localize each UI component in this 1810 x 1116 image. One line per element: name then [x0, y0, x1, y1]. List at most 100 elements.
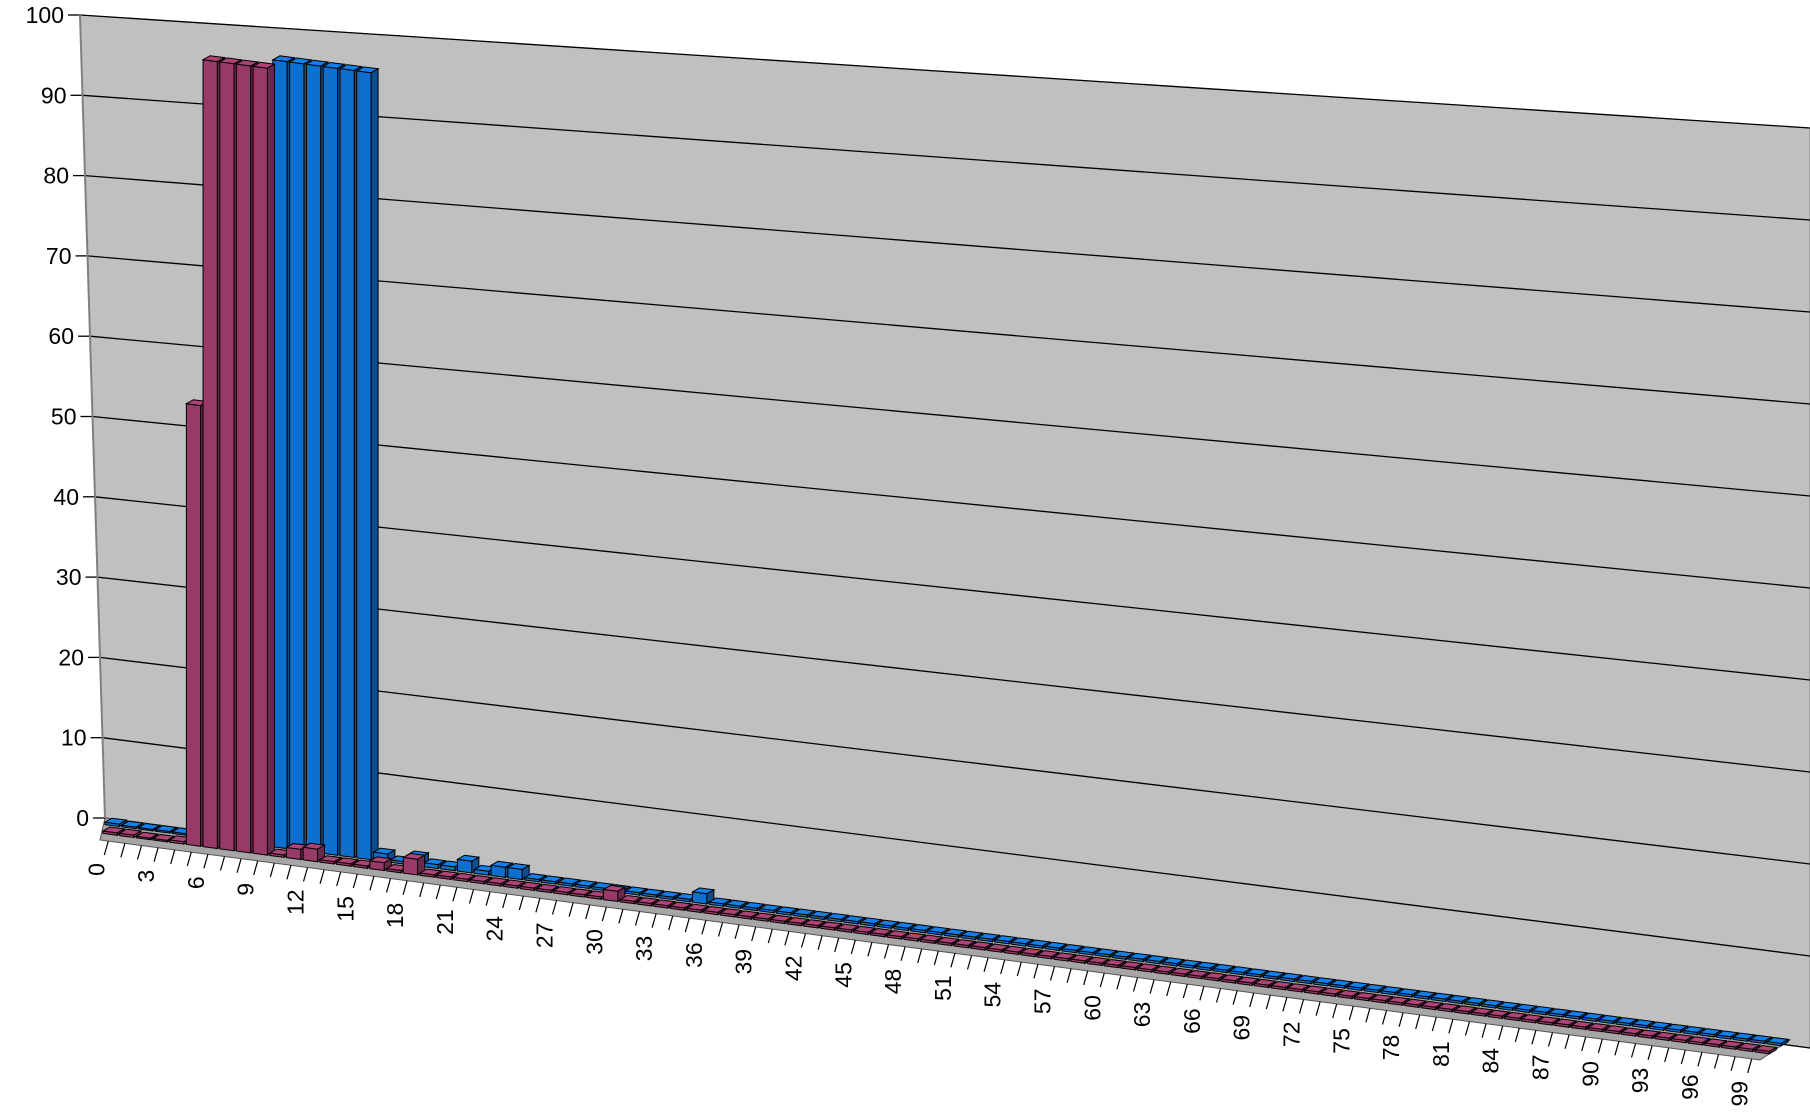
x-tick-mark	[387, 879, 391, 893]
x-tick-mark	[1316, 1002, 1320, 1016]
x-tick-mark	[636, 912, 640, 926]
x-tick-mark	[1681, 1050, 1685, 1064]
x-tick-mark	[984, 958, 988, 972]
x-tick-label: 45	[830, 962, 856, 988]
x-tick-mark	[1648, 1046, 1652, 1060]
x-tick-mark	[1266, 995, 1270, 1009]
x-tick-mark	[1134, 978, 1138, 992]
x-tick-label: 12	[283, 890, 309, 916]
x-tick-label: 30	[581, 929, 607, 955]
x-tick-label: 96	[1677, 1074, 1703, 1100]
x-tick-mark	[619, 909, 623, 923]
x-tick-label: 66	[1179, 1008, 1205, 1034]
x-tick-mark	[1250, 993, 1254, 1007]
y-tick-label: 80	[43, 163, 69, 189]
x-tick-mark	[1034, 964, 1038, 978]
x-tick-label: 75	[1328, 1028, 1354, 1054]
x-tick-mark	[752, 927, 756, 941]
x-tick-label: 42	[781, 956, 807, 982]
x-tick-label: 48	[880, 969, 906, 995]
x-tick-mark	[1051, 967, 1055, 981]
x-tick-label: 90	[1577, 1061, 1603, 1087]
y-tick-label: 50	[51, 404, 77, 430]
x-tick-mark	[304, 868, 308, 882]
x-tick-label: 51	[930, 975, 956, 1001]
x-tick-label: 72	[1279, 1022, 1305, 1048]
y-tick-label: 10	[61, 725, 87, 751]
x-tick-mark	[104, 841, 108, 855]
x-tick-label: 78	[1378, 1035, 1404, 1061]
x-tick-label: 21	[432, 909, 458, 935]
x-tick-mark	[221, 857, 225, 871]
bar	[186, 404, 200, 847]
x-tick-mark	[918, 949, 922, 963]
y-tick-label: 90	[41, 82, 67, 108]
x-tick-mark	[1183, 984, 1187, 998]
bar	[236, 64, 250, 853]
x-tick-mark	[1300, 1000, 1304, 1014]
x-tick-label: 57	[1030, 989, 1056, 1015]
x-tick-mark	[121, 843, 125, 857]
x-tick-mark	[187, 852, 191, 866]
x-tick-label: 93	[1627, 1068, 1653, 1094]
bar-side	[371, 69, 378, 860]
x-tick-mark	[885, 945, 889, 959]
x-tick-label: 27	[532, 923, 558, 949]
x-tick-mark	[503, 894, 507, 908]
x-tick-mark	[320, 870, 324, 884]
x-tick-mark	[1067, 969, 1071, 983]
x-tick-mark	[735, 925, 739, 939]
x-tick-label: 0	[83, 863, 109, 876]
x-tick-mark	[1582, 1037, 1586, 1051]
bar	[340, 69, 354, 858]
x-tick-mark	[685, 918, 689, 932]
x-tick-label: 24	[482, 916, 508, 942]
x-tick-mark	[968, 956, 972, 970]
x-tick-mark	[337, 872, 341, 886]
x-tick-mark	[254, 861, 258, 875]
x-tick-label: 6	[183, 876, 209, 889]
x-tick-mark	[1598, 1039, 1602, 1053]
x-tick-mark	[1615, 1041, 1619, 1055]
x-tick-mark	[1283, 997, 1287, 1011]
x-tick-mark	[1449, 1019, 1453, 1033]
x-tick-mark	[204, 854, 208, 868]
x-tick-label: 18	[382, 903, 408, 929]
x-tick-mark	[1217, 989, 1221, 1003]
x-tick-mark	[1499, 1026, 1503, 1040]
bar	[303, 847, 317, 861]
x-tick-mark	[1515, 1028, 1519, 1042]
x-tick-label: 9	[233, 883, 259, 896]
x-tick-mark	[1366, 1008, 1370, 1022]
x-tick-mark	[553, 901, 557, 915]
x-tick-mark	[1001, 960, 1005, 974]
x-tick-mark	[1167, 982, 1171, 996]
x-tick-label: 84	[1478, 1048, 1504, 1074]
x-tick-mark	[453, 887, 457, 901]
x-tick-mark	[702, 920, 706, 934]
x-tick-mark	[1715, 1055, 1719, 1069]
x-tick-mark	[1383, 1011, 1387, 1025]
x-tick-mark	[1017, 962, 1021, 976]
x-tick-mark	[436, 885, 440, 899]
y-tick-label: 100	[26, 2, 64, 28]
x-tick-mark	[486, 892, 490, 906]
x-tick-mark	[934, 951, 938, 965]
x-tick-mark	[171, 850, 175, 864]
x-tick-mark	[1200, 986, 1204, 1000]
x-tick-mark	[1731, 1057, 1735, 1071]
x-tick-mark	[586, 905, 590, 919]
x-tick-label: 15	[332, 896, 358, 922]
x-tick-label: 39	[731, 949, 757, 975]
bar	[323, 66, 337, 855]
x-tick-mark	[536, 898, 540, 912]
x-tick-mark	[719, 923, 723, 937]
x-tick-label: 33	[631, 936, 657, 962]
x-tick-mark	[1233, 991, 1237, 1005]
x-tick-mark	[1100, 973, 1104, 987]
x-tick-mark	[951, 953, 955, 967]
y-tick-label: 60	[48, 323, 74, 349]
x-tick-mark	[868, 942, 872, 956]
